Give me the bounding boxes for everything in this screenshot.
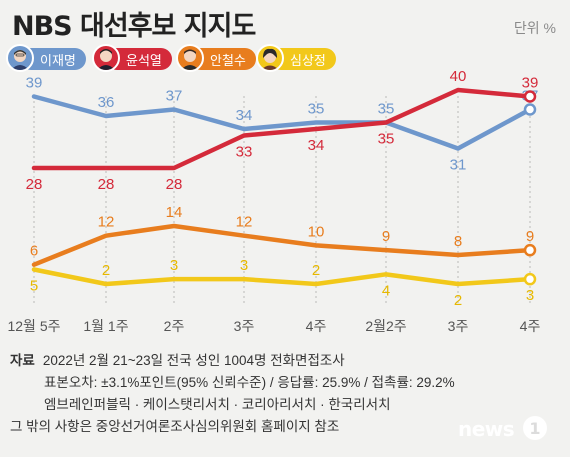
footer-line-3: 엠브레인퍼블릭 · 케이스탯리서치 · 코리아리서치 · 한국리서치 [44,397,391,412]
data-label: 12 [98,214,115,231]
data-label: 28 [166,176,183,193]
data-label: 14 [166,204,183,221]
data-label: 9 [382,228,390,245]
data-label: 3 [240,257,248,274]
data-label: 5 [30,278,38,295]
data-label: 2 [454,292,462,309]
x-tick-label: 4주 [520,318,541,334]
footer-source-line: 자료 2022년 2월 21~23일 전국 성인 1004명 전화면접조사 [10,350,460,372]
chart-title: NBS 대선후보 지지도 [12,11,256,42]
legend-label-lee: 이재명 [40,53,76,68]
series-line-2 [31,223,533,267]
data-label: 40 [450,68,467,85]
data-label: 33 [236,144,253,161]
source-text: 2022년 2월 21~23일 전국 성인 1004명 전화면접조사 [42,353,345,368]
data-label: 10 [308,223,325,240]
x-tick-label: 12월 5주 [7,318,60,334]
data-label: 2 [312,262,320,279]
data-label: 35 [378,131,395,148]
candidate-portrait-icon [6,44,34,72]
data-label: 2 [102,262,110,279]
svg-text:1: 1 [529,419,540,438]
series-line-3 [31,267,533,287]
data-label: 35 [378,101,395,118]
data-point [523,272,537,286]
legend-swatch-ahn [190,48,256,70]
source-label: 자료 [10,353,35,368]
data-label: 39 [26,75,43,92]
x-tick-label: 1월 1주 [83,318,128,334]
data-label: 28 [98,176,115,193]
candidate-portrait-icon [256,44,284,72]
data-label: 39 [522,75,539,92]
series-line-0 [31,94,533,151]
series-line-1 [31,87,533,171]
data-label: 12 [236,214,253,231]
footer-line-2: 표본오차: ±3.1%포인트(95% 신뢰수준) / 응답률: 25.9% / … [44,375,455,390]
news1-logo-icon: news 1 [458,415,548,443]
legend-label-ahn: 안철수 [210,53,246,68]
logo-badge-icon: 1 [523,416,547,440]
data-label: 37 [166,88,183,105]
x-tick-label: 2주 [164,318,185,334]
data-label: 3 [170,257,178,274]
candidate-portrait-icon [176,44,204,72]
legend-label-yoon: 윤석열 [126,53,162,68]
x-tick-label: 3주 [448,318,469,334]
data-label: 3 [526,287,534,304]
x-tick-label: 2월2주 [365,318,406,334]
legend-label-sim: 심상정 [290,53,326,68]
data-label: 36 [98,94,115,111]
data-label: 31 [450,157,467,174]
footer-line-4: 그 밖의 사항은 중앙선거여론조사심의위원회 홈페이지 참조 [10,419,340,434]
data-label: 28 [26,176,43,193]
legend-swatch-lee [20,48,86,70]
data-label: 35 [308,101,325,118]
footer-notes: 자료 2022년 2월 21~23일 전국 성인 1004명 전화면접조사 표본오… [10,350,460,438]
candidate-portrait-icon [92,44,120,72]
logo-text: news [458,417,515,441]
legend-swatch-yoon [106,48,172,70]
data-point [523,103,537,116]
legend: 이재명 윤석열 안철수 심상정 [6,44,336,74]
legend-item-sim: 심상정 [256,44,336,72]
data-label: 8 [454,233,462,250]
data-label: 4 [382,282,390,299]
legend-item-ahn: 안철수 [176,44,256,72]
data-label: 9 [526,228,534,245]
x-tick-label: 4주 [306,318,327,334]
data-point [523,243,537,257]
legend-item-lee: 이재명 [6,44,86,72]
data-point [523,90,537,103]
x-tick-label: 3주 [234,318,255,334]
unit-label: 단위 % [513,20,556,36]
legend-swatch-sim [270,48,336,70]
data-label: 6 [30,243,38,260]
legend-item-yoon: 윤석열 [92,44,172,72]
data-label: 34 [236,107,253,124]
data-label: 34 [308,137,325,154]
